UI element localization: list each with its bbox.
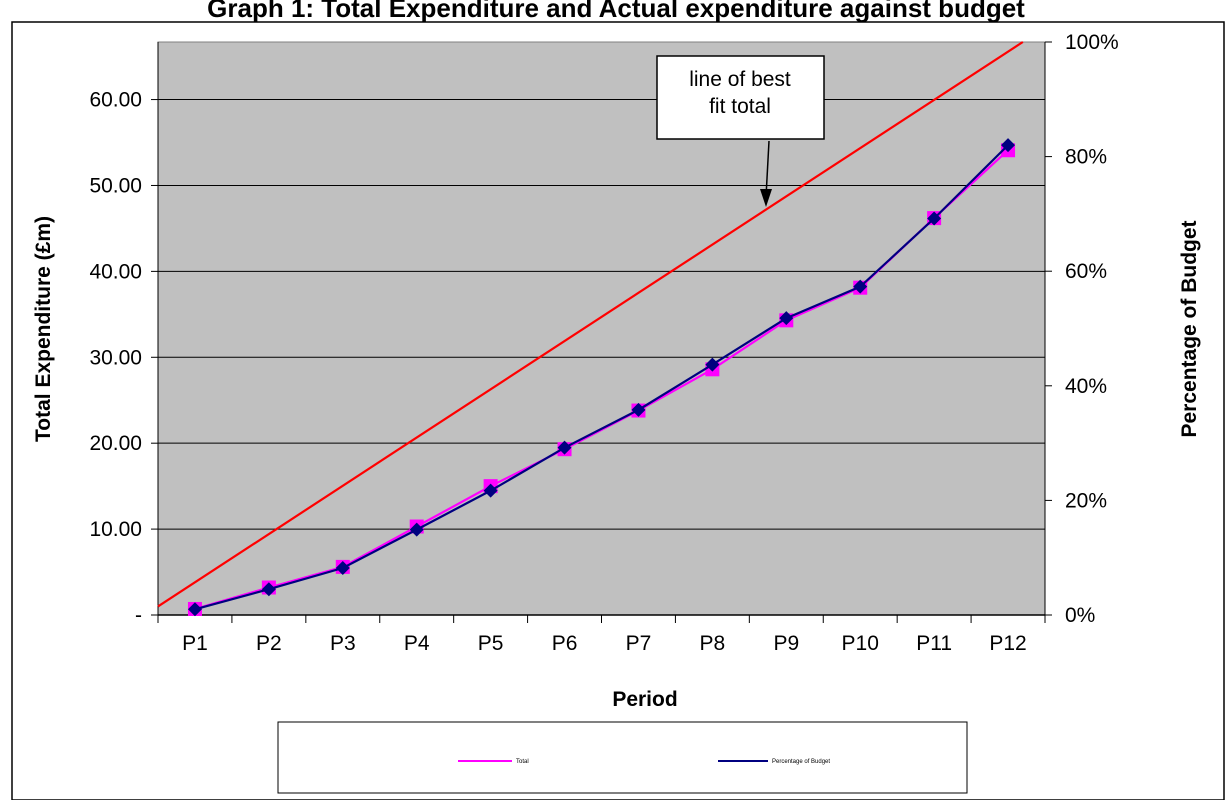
point-percentage: [1001, 138, 1016, 153]
legend: Total Percentage of Budget: [277, 721, 968, 794]
callout-arrow-head: [760, 189, 772, 207]
y-tick-label: -: [135, 604, 142, 627]
y2-tick-label: 60%: [1065, 260, 1107, 283]
x-tick-label: P5: [478, 632, 504, 655]
legend-label-total: Total: [516, 759, 529, 765]
y2-tick-label: 0%: [1065, 604, 1095, 627]
x-tick-label: P1: [182, 632, 208, 655]
x-tick-label: P3: [330, 632, 356, 655]
y-tick-label: 10.00: [89, 518, 142, 541]
legend-label-percentage: Percentage of Budget: [772, 759, 830, 765]
point-percentage: [483, 483, 498, 498]
y-axis-title: Total Expenditure (£m): [32, 216, 55, 442]
callout-line-2: fit total: [709, 95, 771, 118]
point-percentage: [927, 211, 942, 226]
point-percentage: [409, 522, 424, 537]
x-tick-label: P10: [842, 632, 879, 655]
y-tick-label: 50.00: [89, 174, 142, 197]
x-tick-label: P11: [916, 632, 952, 655]
right-axis: 0% 20% 40% 60% 80% 100%: [1044, 31, 1119, 627]
trend-line-layer: [157, 41, 1024, 608]
point-percentage: [631, 402, 646, 417]
x-tick-label: P7: [626, 632, 652, 655]
x-axis: P1 P2 P3 P4 P5 P6 P7 P8 P9 P10 P11 P12: [157, 614, 1046, 655]
series-layer: [187, 138, 1016, 617]
y-tick-label: 40.00: [89, 260, 142, 283]
y2-tick-label: 80%: [1065, 146, 1107, 169]
callout: line of best fit total: [656, 55, 825, 207]
point-percentage: [335, 561, 350, 576]
x-tick-label: P4: [404, 632, 430, 655]
callout-arrow-shaft: [765, 140, 770, 198]
series-line-percentage: [194, 144, 1009, 611]
trend-line: [157, 41, 1024, 608]
x-tick-label: P6: [552, 632, 578, 655]
x-axis-title: Period: [612, 688, 677, 711]
x-tick-label: P2: [256, 632, 282, 655]
callout-box: [656, 55, 825, 140]
legend-box: [277, 721, 968, 794]
point-percentage: [853, 279, 868, 294]
callout-line-1: line of best: [689, 68, 791, 91]
x-tick-label: P8: [700, 632, 726, 655]
y-tick-label: 20.00: [89, 432, 142, 455]
plot-area: [157, 41, 1046, 616]
y-tick-label: 30.00: [89, 346, 142, 369]
x-tick-label: P12: [989, 632, 1026, 655]
grid-lines: [158, 99, 1045, 530]
point-percentage: [779, 311, 794, 326]
point-percentage: [557, 440, 572, 455]
y2-tick-label: 40%: [1065, 375, 1107, 398]
y2-tick-label: 20%: [1065, 489, 1107, 512]
x-tick-label: P9: [773, 632, 799, 655]
y2-tick-label: 100%: [1065, 31, 1119, 54]
point-percentage: [187, 602, 202, 617]
point-percentage: [261, 582, 276, 597]
y-tick-label: 60.00: [89, 89, 142, 112]
y2-axis-title: Percentage of Budget: [1178, 220, 1201, 437]
left-axis: - 10.00 20.00 30.00 40.00 50.00 60.00: [89, 42, 159, 627]
chart-title: Graph 1: Total Expenditure and Actual ex…: [207, 0, 1025, 23]
point-percentage: [705, 357, 720, 372]
